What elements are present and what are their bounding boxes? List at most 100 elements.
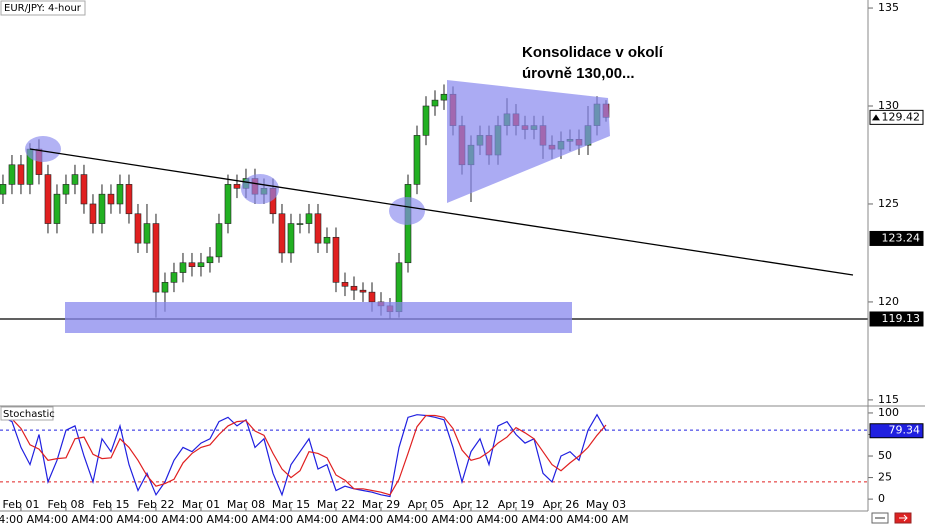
- candle-body: [359, 289, 367, 293]
- x-tick-sublabel: 4:00 AM: [133, 513, 178, 525]
- x-tick-sublabel: 4:00 AM: [178, 513, 223, 525]
- title-box: [0, 0, 86, 16]
- candle-body: [413, 135, 421, 185]
- x-tick-label: Feb 22: [137, 498, 174, 511]
- y-tick-label: 50: [878, 449, 892, 462]
- icon: [899, 514, 908, 522]
- candle-body: [17, 164, 25, 185]
- y-tick-label: 135: [878, 1, 899, 14]
- candle-body: [287, 223, 295, 254]
- value-box: [869, 109, 924, 125]
- stochastic-line: [2, 413, 607, 498]
- x-tick-sublabel: 4:00 AM: [223, 513, 268, 525]
- triangle-pattern: [447, 80, 610, 203]
- y-tick-label: 125: [878, 197, 899, 210]
- candle-body: [170, 272, 178, 283]
- x-tick-label: Mar 29: [362, 498, 400, 511]
- candle-body: [422, 105, 430, 136]
- candle-body: [161, 282, 169, 293]
- value-label: 129.42: [882, 110, 921, 123]
- y-tick-label: 130: [878, 99, 899, 112]
- candle-body: [233, 184, 241, 189]
- value-box: [869, 230, 924, 246]
- candle-body: [332, 236, 340, 283]
- candle-body: [431, 99, 439, 107]
- value-box: [869, 423, 924, 439]
- candle-body: [440, 93, 448, 101]
- x-tick-sublabel: 4:00 AM: [0, 513, 44, 525]
- candle-body: [125, 184, 133, 215]
- y-tick-label: 25: [878, 471, 892, 484]
- x-tick-sublabel: 4:00 AM: [403, 513, 448, 525]
- y-tick-label: 100: [878, 406, 899, 419]
- candle-body: [296, 223, 304, 225]
- x-tick-sublabel: 4:00 AM: [313, 513, 358, 525]
- x-tick-label: Feb 01: [2, 498, 39, 511]
- candle-body: [0, 184, 7, 195]
- candle-body: [152, 223, 160, 293]
- highlight: [25, 136, 61, 162]
- chart-title: EUR/JPY: 4-hour: [4, 3, 82, 14]
- stochastic-line: [2, 414, 607, 496]
- x-tick-label: Apr 12: [453, 498, 490, 511]
- x-tick-sublabel: 4:00 AM: [538, 513, 583, 525]
- candle-body: [53, 193, 61, 224]
- marker: [872, 114, 880, 121]
- x-tick-label: Feb 08: [47, 498, 84, 511]
- candle-body: [8, 164, 16, 185]
- x-tick-sublabel: 4:00 AM: [448, 513, 493, 525]
- x-tick-label: Apr 19: [498, 498, 535, 511]
- value-label: 123.24: [882, 231, 921, 244]
- candle-body: [188, 262, 196, 267]
- highlight: [241, 174, 279, 204]
- candle-body: [341, 282, 349, 287]
- y-tick-label: 0: [878, 492, 885, 505]
- candle-body: [134, 213, 142, 244]
- x-tick-label: Mar 22: [317, 498, 355, 511]
- candle-body: [71, 174, 79, 185]
- annotation: úrovně 130,00...: [522, 65, 635, 82]
- candle-body: [278, 213, 286, 254]
- panel-title: Stochastic: [3, 409, 55, 420]
- candle-body: [179, 262, 187, 273]
- candle-body: [224, 184, 232, 224]
- value-box: [869, 311, 924, 327]
- y-tick-label: 115: [878, 393, 899, 406]
- candle-body: [197, 262, 205, 267]
- title-box: [0, 406, 54, 421]
- candle-body: [350, 285, 358, 291]
- candle-body: [323, 236, 331, 244]
- candle-body: [98, 193, 106, 224]
- x-tick-sublabel: 4:00 AM: [493, 513, 538, 525]
- value-label: 79.34: [889, 424, 921, 437]
- x-tick-label: Apr 05: [408, 498, 445, 511]
- candle-body: [80, 174, 88, 205]
- trendline: [29, 148, 854, 276]
- x-tick-label: Feb 15: [92, 498, 129, 511]
- x-tick-label: Mar 01: [182, 498, 220, 511]
- x-tick-label: Apr 26: [543, 498, 580, 511]
- candle-body: [107, 193, 115, 205]
- x-tick-label: Mar 08: [227, 498, 265, 511]
- x-tick-sublabel: 4:00 AM: [88, 513, 133, 525]
- value-label: 119.13: [882, 312, 921, 325]
- x-tick-label: May 03: [586, 498, 626, 511]
- candle-body: [62, 184, 70, 195]
- x-tick-label: Mar 15: [272, 498, 310, 511]
- annotations: Konsolidace v okolí úrovně 130,00...: [25, 44, 854, 333]
- support-zone: [65, 302, 572, 333]
- highlight: [389, 197, 425, 225]
- annotation: Konsolidace v okolí: [522, 44, 664, 61]
- candle-body: [143, 223, 151, 244]
- x-tick-sublabel: 4:00 AM: [43, 513, 88, 525]
- x-tick-sublabel: 4:00 AM: [268, 513, 313, 525]
- candle-body: [305, 213, 313, 224]
- candle-body: [215, 223, 223, 258]
- y-tick-label: 120: [878, 295, 899, 308]
- candle-body: [206, 256, 214, 264]
- candle-body: [44, 174, 52, 224]
- x-tick-sublabel: 4:00 AM: [583, 513, 628, 525]
